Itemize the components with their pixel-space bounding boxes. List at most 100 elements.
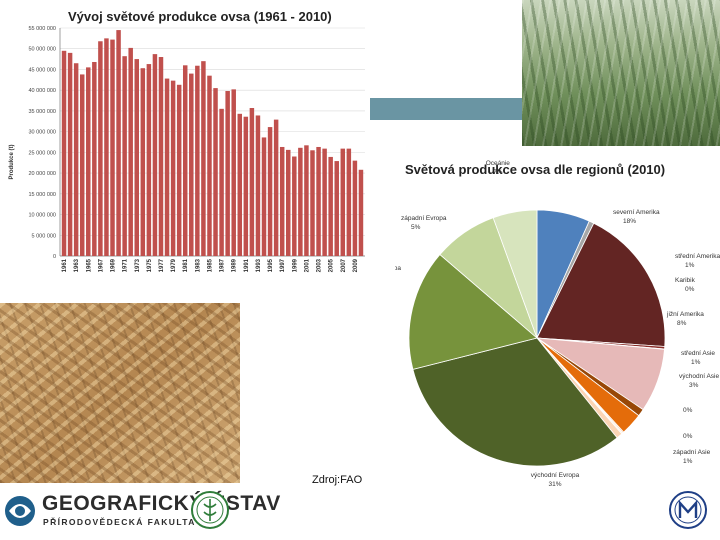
bar-1987 — [219, 108, 224, 256]
x-tick-label: 1979 — [171, 258, 177, 272]
pie-chart-title: Světová produkce ovsa dle regionů (2010) — [405, 162, 665, 177]
x-tick-label: 1965 — [86, 258, 92, 272]
pie-pct-label: 0% — [683, 407, 693, 414]
bar-1964 — [79, 74, 85, 256]
pie-label: jižní Amerika — [666, 311, 704, 318]
pie-pct-label: 1% — [691, 359, 701, 366]
pie-label: východní Evropa — [531, 472, 580, 479]
bar-1967 — [98, 41, 103, 256]
y-tick-label: 40 000 000 — [28, 88, 56, 94]
pie-slice-východní-Evropa — [412, 337, 618, 467]
bar-1986 — [213, 88, 218, 256]
bar-1984 — [201, 61, 206, 256]
x-tick-label: 2009 — [353, 258, 359, 272]
source-label: Zdroj:FAO — [312, 474, 363, 486]
y-tick-label: 0 — [53, 254, 56, 260]
bar-chart-y-ticks: 55 000 000 50 000 000 45 000 000 40 000 000… — [28, 26, 56, 260]
bar-1968 — [104, 38, 109, 257]
bar-1996 — [273, 119, 279, 256]
x-tick-label: 1987 — [220, 258, 226, 272]
x-tick-label: 1993 — [256, 258, 262, 272]
pie-label: západní Asie — [673, 449, 711, 456]
bar-1982 — [189, 73, 194, 256]
x-tick-label: 2003 — [317, 258, 323, 272]
university-seal-icon — [669, 491, 707, 529]
x-tick-label: 1991 — [244, 258, 250, 272]
pie-chart-slices — [408, 209, 666, 467]
pie-label: Oceánie — [486, 160, 511, 167]
bar-1998 — [286, 149, 291, 256]
x-tick-label: 1977 — [159, 258, 165, 272]
pie-label: severní Amerika — [613, 209, 660, 216]
x-tick-label: 1961 — [62, 258, 68, 272]
pie-pct-label: 0% — [685, 286, 695, 293]
y-tick-label: 45 000 000 — [28, 67, 56, 73]
institute-emblem-icon — [5, 496, 35, 526]
pie-pct-label: 3% — [689, 382, 699, 389]
bar-2004 — [322, 148, 327, 256]
x-tick-label: 1995 — [268, 258, 274, 272]
x-tick-label: 1963 — [74, 258, 80, 272]
pie-pct-label: 8% — [677, 320, 687, 327]
oat-field-photo — [522, 0, 720, 146]
bar-chart-y-axis-label: Produkce (t) — [9, 144, 15, 179]
bar-1969 — [110, 39, 115, 257]
bar-1962 — [67, 52, 73, 256]
oat-grains-photo — [0, 303, 240, 483]
x-tick-label: 2007 — [341, 258, 347, 272]
bar-chart-title: Vývoj světové produkce ovsa (1961 - 2010… — [68, 9, 332, 24]
pie-pct-label: 0% — [683, 433, 693, 440]
pie-pct-label: 5% — [411, 224, 421, 231]
bar-1994 — [261, 137, 267, 256]
pie-slice-západní-Evropa — [492, 209, 538, 339]
pie-slice-severní-Amerika — [536, 222, 666, 347]
y-tick-label: 5 000 000 — [32, 233, 56, 239]
pie-pct-label: 31% — [548, 481, 561, 488]
pie-label: východní Asie — [679, 373, 719, 380]
x-tick-label: 1985 — [207, 258, 213, 272]
production-bar-chart: Vývoj světové produkce ovsa (1961 - 2010… — [9, 9, 365, 272]
bar-1997 — [279, 146, 285, 256]
institute-subtitle: PŘÍRODOVĚDECKÁ FAKULTA MU — [43, 517, 216, 527]
y-tick-label: 35 000 000 — [28, 109, 56, 115]
x-tick-label: 1975 — [147, 258, 153, 272]
x-tick-label: 1969 — [111, 258, 117, 272]
bar-1965 — [86, 67, 91, 256]
bar-2000 — [298, 147, 303, 256]
pie-chart-labels: Oceánie 7% severní Amerika 18% střední Ameri… — [395, 160, 720, 488]
x-tick-label: 1973 — [135, 258, 141, 272]
bar-2001 — [304, 145, 309, 256]
bar-1995 — [267, 127, 273, 257]
pie-label: jižní Evropa — [395, 265, 401, 272]
pie-pct-label: 1% — [683, 458, 693, 465]
bar-2002 — [310, 150, 315, 256]
bar-chart-x-ticks: 1961 1963 1965 1967 1969 1971 1973 1975 1977 1979… — [62, 258, 359, 272]
bar-2007 — [340, 148, 346, 256]
bar-1983 — [195, 65, 200, 256]
institute-title: GEOGRAFICKÝ ÚSTAV — [42, 492, 281, 515]
bar-1963 — [73, 63, 79, 257]
bar-1979 — [170, 80, 176, 256]
pie-pct-label: 1% — [685, 262, 695, 269]
bar-1971 — [122, 56, 127, 257]
accent-bar — [370, 98, 522, 120]
x-tick-label: 1999 — [292, 258, 298, 272]
x-tick-label: 2005 — [329, 258, 335, 272]
bar-2008 — [346, 148, 352, 256]
bar-1980 — [176, 84, 182, 256]
pie-label: střední Asie — [681, 350, 715, 357]
region-pie-chart: Světová produkce ovsa dle regionů (2010)… — [395, 160, 720, 488]
bar-1974 — [140, 68, 146, 256]
bar-1985 — [207, 75, 212, 256]
x-tick-label: 1983 — [195, 258, 201, 272]
pie-label: Karibik — [675, 277, 696, 284]
y-tick-label: 30 000 000 — [28, 130, 56, 136]
bar-1970 — [116, 30, 121, 257]
bar-2006 — [334, 161, 339, 256]
pie-pct-label: 18% — [623, 218, 636, 225]
x-tick-label: 1989 — [232, 258, 238, 272]
bar-1981 — [182, 65, 188, 257]
bar-2010 — [358, 169, 364, 256]
bar-2009 — [352, 160, 358, 256]
bar-1988 — [225, 91, 230, 256]
